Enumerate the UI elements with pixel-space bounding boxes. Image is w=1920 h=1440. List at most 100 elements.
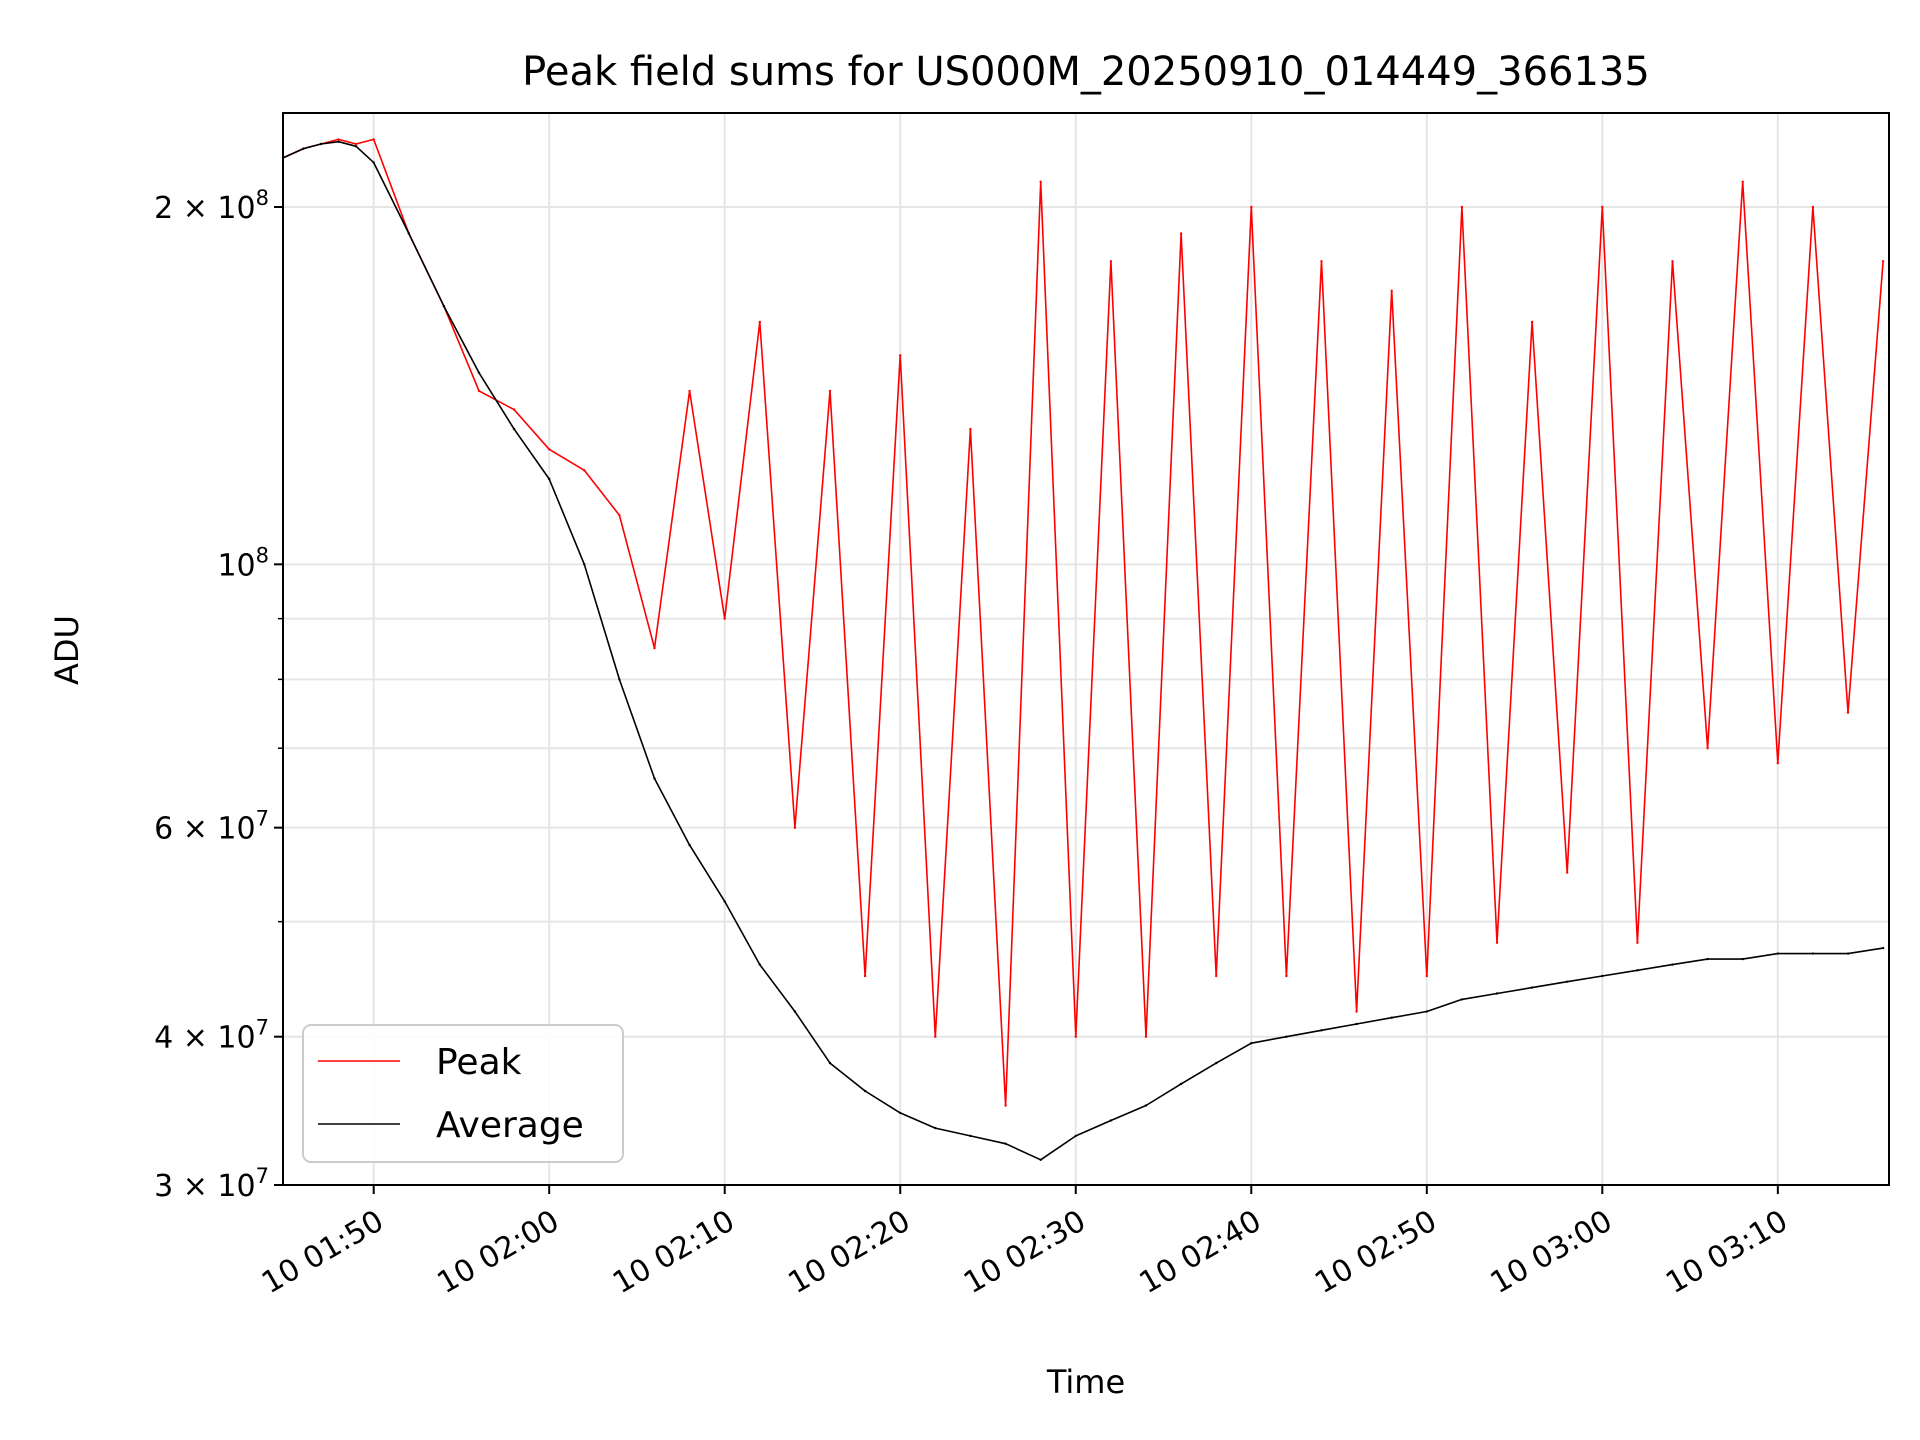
data-point-peak (618, 514, 621, 517)
data-point-average (793, 1010, 797, 1013)
data-point-peak (1776, 761, 1780, 765)
data-point-peak (1741, 180, 1744, 183)
data-point-average (477, 371, 481, 374)
data-point-average (1179, 1082, 1183, 1086)
data-point-peak (1566, 871, 1569, 874)
data-point-average (1074, 1134, 1078, 1138)
data-point-average (688, 843, 691, 847)
data-point-peak (1109, 260, 1113, 263)
x-axis-label: Time (1046, 1363, 1125, 1401)
data-point-average (512, 427, 516, 431)
data-point-average (1355, 1022, 1358, 1026)
data-point-average (934, 1126, 937, 1130)
data-point-peak (793, 826, 797, 829)
data-point-average (863, 1089, 867, 1093)
legend-label-peak: Peak (436, 1042, 522, 1083)
data-point-peak (899, 354, 902, 357)
data-point-peak (1285, 974, 1288, 978)
data-point-peak (969, 427, 972, 431)
series-layer (281, 138, 1885, 1162)
y-axis-label: ADU (48, 615, 86, 685)
data-point-peak (1179, 232, 1183, 235)
data-point-peak (653, 646, 656, 650)
y-tick-label: 2 × 108 (154, 186, 269, 226)
y-tick-label: 108 (217, 543, 269, 583)
data-point-average (1425, 1010, 1429, 1013)
data-point-peak (354, 142, 358, 146)
data-point-peak (863, 974, 867, 978)
data-point-average (1776, 952, 1780, 955)
data-point-average (1109, 1119, 1113, 1122)
data-point-average (337, 140, 340, 143)
data-point-average (1636, 969, 1639, 972)
data-point-peak (828, 389, 832, 393)
y-tick-label: 3 × 107 (154, 1164, 269, 1204)
data-point-peak (1215, 974, 1218, 978)
data-point-peak (477, 389, 481, 393)
y-tick-label: 6 × 107 (154, 807, 269, 847)
data-point-peak (1530, 320, 1534, 324)
data-point-peak (934, 1035, 937, 1038)
data-point-peak (372, 138, 375, 141)
data-point-average (1601, 974, 1604, 978)
data-point-peak (1039, 180, 1042, 183)
data-point-average (354, 145, 358, 148)
y-axis: 3 × 107 4 × 107 6 × 107 108 2 × 108 (154, 186, 283, 1204)
data-point-peak (548, 448, 551, 451)
data-point-average (583, 563, 586, 566)
data-point-peak (1144, 1035, 1148, 1038)
y-tick-label: 4 × 107 (154, 1016, 269, 1056)
data-point-peak (337, 138, 340, 141)
data-point-peak (1320, 260, 1323, 263)
data-point-peak (688, 389, 691, 393)
data-point-average (758, 963, 761, 966)
data-point-peak (1495, 941, 1499, 944)
data-point-average (1285, 1035, 1288, 1038)
data-point-average (1004, 1142, 1007, 1145)
data-point-average (1706, 957, 1709, 961)
data-point-average (1741, 957, 1744, 961)
data-point-average (1144, 1104, 1148, 1107)
data-point-peak (512, 408, 516, 411)
data-point-peak (1811, 205, 1815, 209)
data-point-peak (723, 617, 726, 620)
data-point-peak (1881, 260, 1885, 263)
legend: Peak Average (302, 1024, 624, 1163)
data-point-peak (1250, 205, 1253, 209)
data-point-average (1530, 986, 1534, 989)
data-point-peak (1425, 974, 1429, 978)
data-point-peak (1004, 1104, 1007, 1107)
data-point-average (548, 477, 551, 481)
data-point-average (372, 161, 375, 164)
data-point-average (1460, 998, 1464, 1001)
data-point-average (1846, 952, 1850, 955)
data-point-average (723, 900, 726, 903)
plot-frame (282, 112, 1890, 1186)
data-point-average (1811, 952, 1815, 955)
data-point-peak (1355, 1010, 1358, 1013)
data-point-average (1039, 1158, 1042, 1162)
data-point-peak (1636, 941, 1639, 944)
data-point-peak (758, 320, 761, 324)
data-point-average (407, 232, 410, 235)
data-point-average (1495, 992, 1499, 995)
data-point-average (969, 1134, 972, 1138)
data-point-average (653, 777, 656, 780)
data-point-average (899, 1111, 902, 1115)
data-point-average (1320, 1029, 1323, 1032)
data-point-average (1250, 1042, 1253, 1045)
data-point-average (1881, 946, 1885, 950)
data-point-average (319, 142, 323, 146)
data-point-average (442, 305, 446, 308)
data-point-peak (1460, 205, 1464, 209)
data-point-peak (583, 469, 586, 472)
data-point-peak (1671, 260, 1674, 263)
chart-title: Peak field sums for US000M_20250910_0144… (522, 49, 1650, 95)
data-point-peak (1074, 1035, 1078, 1038)
legend-box (302, 1024, 624, 1163)
data-point-average (1566, 980, 1569, 983)
data-point-peak (1706, 747, 1709, 750)
legend-label-average: Average (436, 1105, 584, 1146)
